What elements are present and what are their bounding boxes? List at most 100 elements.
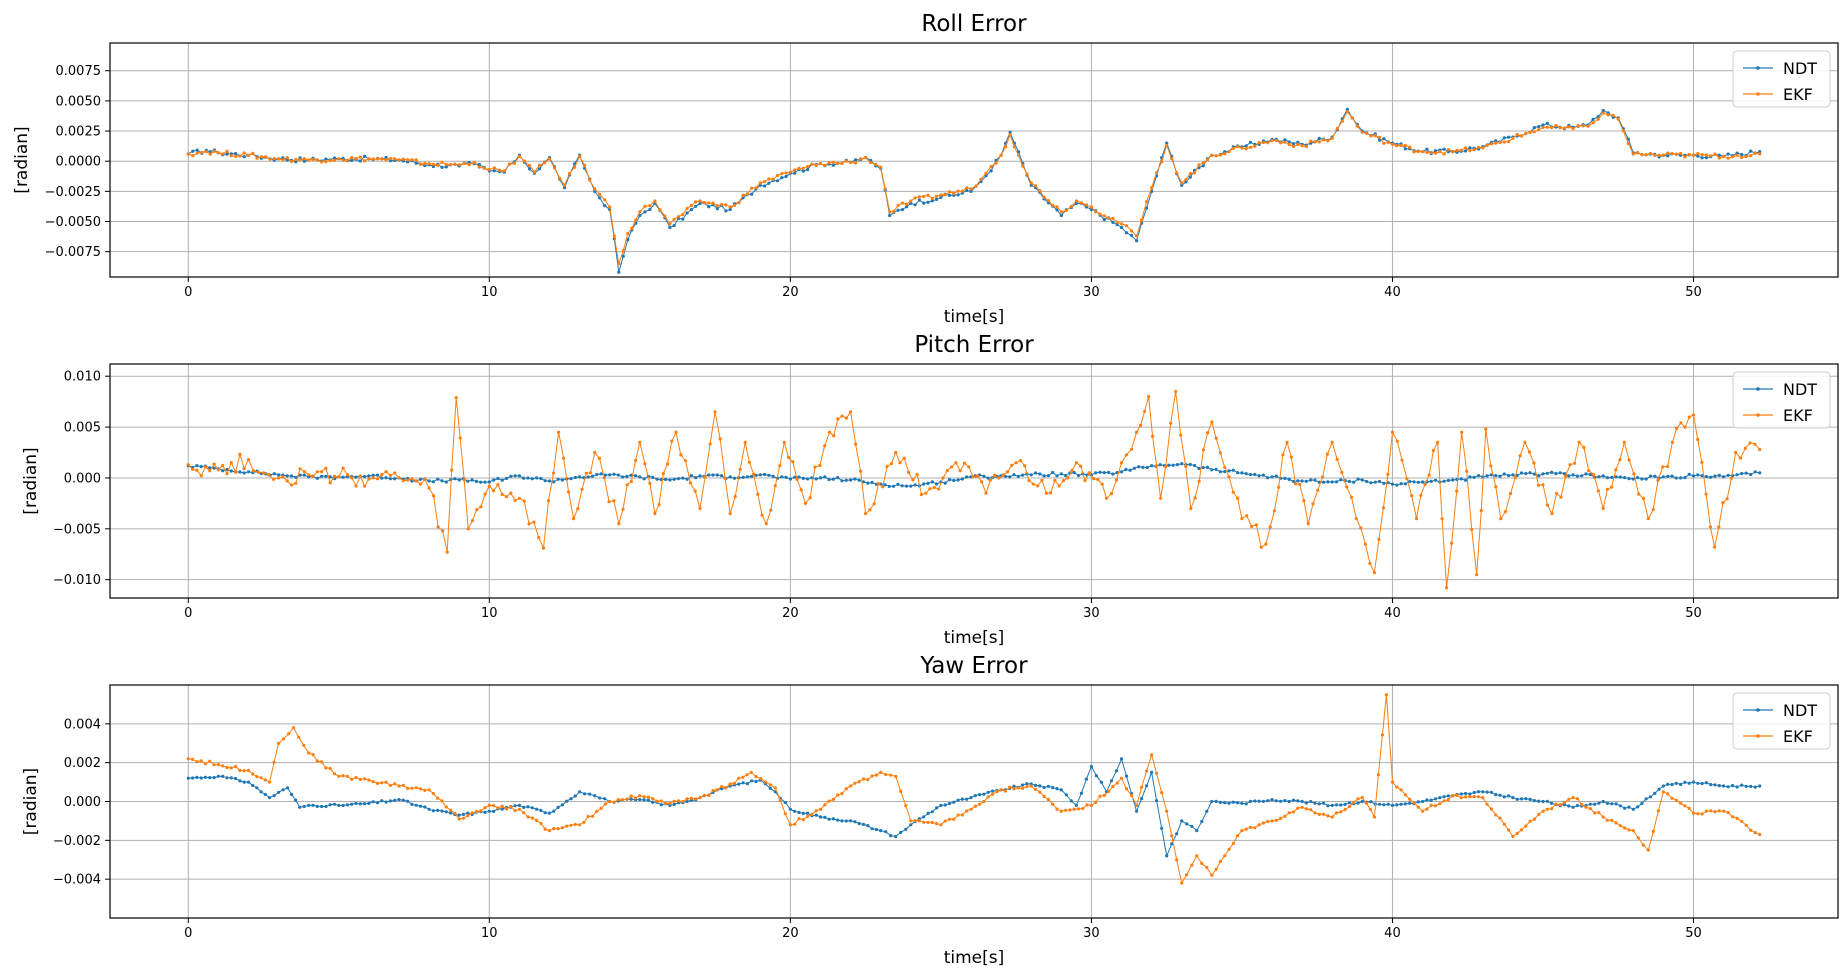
yaw-point-ekf — [737, 776, 741, 780]
yaw-point-ndt — [423, 805, 427, 809]
pitch-point-ekf — [1564, 474, 1568, 478]
yaw-point-ndt — [560, 803, 565, 807]
pitch-point-ekf — [1637, 492, 1641, 496]
yaw-point-ekf — [1210, 873, 1214, 877]
roll-point-ekf — [1188, 172, 1192, 176]
yaw-point-ndt — [1033, 783, 1038, 788]
roll-point-ekf — [255, 156, 259, 160]
yaw-point-ekf — [947, 817, 952, 821]
yaw-point-ekf — [956, 813, 960, 817]
yaw-point-ndt — [1562, 803, 1567, 807]
roll-point-ekf — [1433, 151, 1438, 155]
yaw-point-ekf — [1102, 793, 1106, 798]
pitch-point-ndt — [681, 476, 685, 480]
pitch-point-ekf — [1518, 454, 1522, 458]
pitch-point-ekf — [225, 472, 229, 476]
yaw-point-ekf — [1205, 865, 1209, 870]
pitch-point-ndt — [711, 473, 715, 477]
yaw-point-ndt — [539, 808, 543, 813]
roll-point-ndt — [638, 213, 642, 218]
roll-point-ekf — [315, 158, 319, 162]
roll-point-ekf — [984, 171, 988, 175]
pitch-point-ekf — [1494, 485, 1498, 489]
roll-point-ekf — [502, 169, 506, 173]
pitch-point-ekf — [1135, 430, 1139, 434]
yaw-point-ekf — [1399, 788, 1403, 792]
roll-point-ndt — [1055, 208, 1059, 212]
roll-point-ekf — [598, 192, 602, 196]
pitch-point-ekf — [298, 467, 302, 471]
yaw-point-ndt — [965, 797, 969, 801]
pitch-point-ekf — [988, 478, 992, 482]
pitch-point-ndt — [1399, 482, 1403, 486]
pitch-point-ndt — [1696, 473, 1700, 477]
yaw-point-ndt — [1236, 801, 1240, 805]
roll-point-ekf — [788, 170, 793, 174]
pitch-point-ndt — [685, 477, 689, 481]
pitch-point-ndt — [1098, 470, 1102, 474]
pitch-point-ekf — [1627, 458, 1631, 462]
pitch-point-ekf — [1330, 440, 1334, 444]
yaw-point-ekf — [999, 788, 1003, 792]
pitch-point-ekf — [836, 417, 840, 421]
pitch-point-ekf — [203, 465, 208, 469]
roll-point-ekf — [1636, 150, 1640, 155]
pitch-point-ndt — [1244, 472, 1248, 476]
yaw-point-ekf — [612, 800, 616, 804]
roll-point-ekf — [1059, 210, 1063, 214]
pitch-point-ndt — [1753, 470, 1757, 474]
roll-point-ekf — [1567, 125, 1571, 129]
roll-point-ndt — [1111, 220, 1115, 224]
pitch-point-ekf — [532, 520, 536, 524]
pitch-point-ekf — [764, 522, 768, 526]
yaw-point-ndt — [1631, 807, 1635, 811]
pitch-point-ekf — [1758, 447, 1762, 452]
yaw-point-ekf — [470, 811, 474, 815]
pitch-point-ndt — [1107, 470, 1111, 474]
yaw-point-ndt — [242, 780, 246, 784]
pitch-point-ekf — [1414, 517, 1419, 521]
yaw-point-ekf — [354, 775, 358, 780]
pitch-point-ekf — [216, 468, 220, 472]
pitch-point-ndt — [1502, 472, 1506, 476]
yaw-point-ekf — [1291, 810, 1296, 814]
pitch-point-ndt — [418, 477, 423, 481]
pitch-point-ndt — [745, 475, 750, 479]
pitch-point-ekf — [1143, 409, 1147, 413]
yaw-point-ekf — [569, 823, 573, 827]
roll-point-ndt — [1244, 144, 1248, 148]
yaw-point-ekf — [768, 783, 773, 787]
roll-point-ekf — [345, 158, 349, 162]
roll-point-ndt — [643, 210, 647, 214]
roll-point-ekf — [859, 157, 863, 161]
yaw-point-ndt — [1749, 784, 1753, 789]
roll-point-ndt — [208, 150, 212, 154]
pitch-point-ndt — [492, 478, 496, 482]
roll-point-ekf — [754, 186, 758, 190]
pitch-point-ekf — [418, 482, 423, 486]
yaw-point-ekf — [1352, 800, 1356, 805]
roll-point-ndt — [1666, 154, 1670, 158]
yaw-point-ekf — [1364, 801, 1368, 805]
pitch-ylabel: [radian] — [21, 447, 41, 514]
roll-point-ekf — [689, 203, 694, 208]
roll-point-ekf — [1119, 222, 1124, 226]
roll-point-ekf — [1279, 141, 1283, 145]
yaw-point-ekf — [698, 796, 702, 800]
yaw-ylabel: [radian] — [21, 768, 41, 835]
yaw-point-ekf — [225, 765, 229, 770]
roll-point-ekf — [1386, 140, 1390, 144]
yaw-point-ekf — [315, 759, 319, 763]
roll-point-ndt — [1591, 117, 1595, 121]
yaw-point-ekf — [358, 777, 362, 782]
pitch-point-ekf — [954, 461, 958, 465]
roll-point-ekf — [1472, 148, 1476, 152]
yaw-point-ndt — [1735, 785, 1739, 789]
yaw-point-ndt — [788, 807, 793, 811]
pitch-point-ekf — [902, 456, 906, 460]
roll-point-ndt — [780, 176, 784, 180]
roll-point-ekf — [750, 186, 754, 190]
pitch-point-ndt — [1524, 472, 1528, 476]
pitch-point-ekf — [1527, 450, 1531, 454]
